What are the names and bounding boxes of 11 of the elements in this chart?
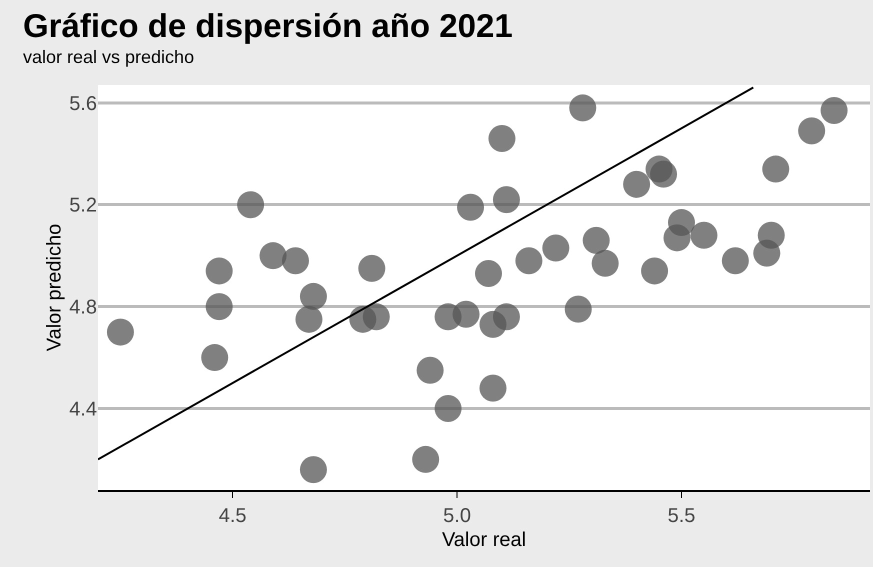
x-tick-label: 4.5 bbox=[218, 505, 247, 527]
chart-subtitle: valor real vs predicho bbox=[23, 47, 194, 67]
y-tick-label: 5.2 bbox=[69, 194, 97, 217]
y-tick-label: 5.6 bbox=[69, 92, 97, 115]
y-tick-label: 4.4 bbox=[69, 398, 97, 420]
y-tick-label: 4.8 bbox=[69, 296, 97, 319]
x-axis-title: Valor real bbox=[442, 529, 526, 551]
chart-title: Gráfico de dispersión año 2021 bbox=[23, 7, 513, 44]
x-tick-label: 5.5 bbox=[668, 505, 696, 527]
y-axis-title: Valor predicho bbox=[44, 224, 66, 352]
x-tick-label: 5.0 bbox=[443, 505, 471, 527]
